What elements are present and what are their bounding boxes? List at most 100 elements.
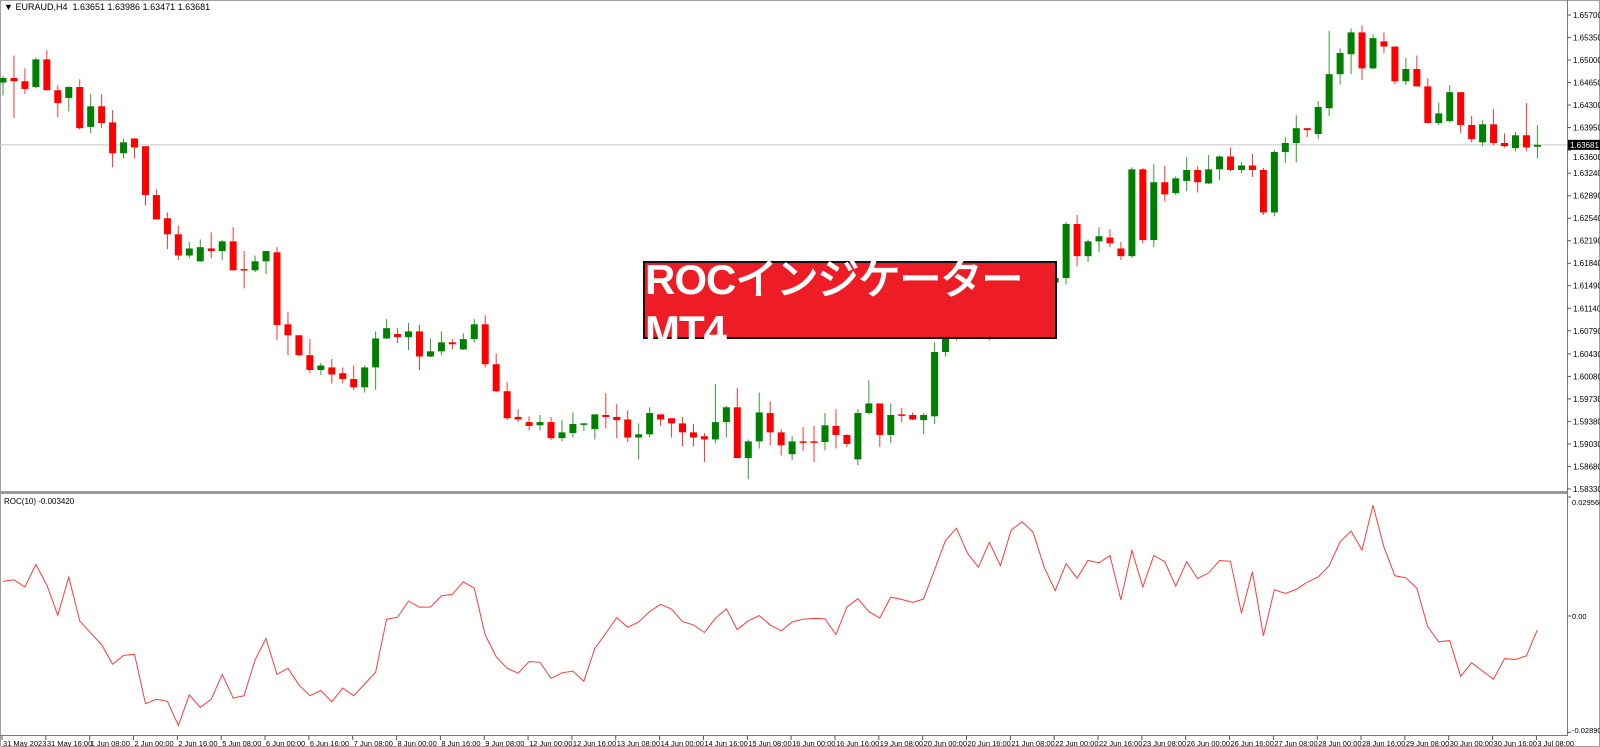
candle-body	[920, 415, 928, 421]
candle-body	[229, 241, 237, 271]
candle-body	[547, 422, 555, 439]
candle-body	[32, 59, 40, 88]
candle	[448, 339, 456, 350]
candle	[361, 365, 369, 393]
candle	[218, 240, 226, 261]
candle-body	[887, 415, 895, 435]
candle-body	[580, 423, 588, 425]
price-label: 1.63600	[1573, 153, 1600, 162]
candle	[295, 335, 303, 357]
title-banner: ROCインジケーターMT4	[643, 256, 1057, 354]
candle	[843, 434, 851, 448]
time-label: 22 Jun 00:00	[1055, 739, 1098, 747]
candle-body	[218, 241, 226, 252]
current-price-label: 1.63681	[1570, 141, 1599, 150]
candle	[10, 55, 18, 118]
candle	[185, 242, 193, 259]
candle-body	[65, 87, 73, 98]
candle-body	[821, 425, 829, 443]
candle-body	[0, 78, 7, 83]
time-label: 29 Jun 08:00	[1406, 739, 1449, 747]
candle	[196, 239, 204, 262]
candle	[1391, 46, 1399, 85]
candle-body	[1117, 248, 1125, 257]
candle-body	[777, 432, 785, 446]
candle-body	[799, 441, 807, 443]
candle	[459, 333, 467, 351]
candle-body	[689, 432, 697, 438]
candle	[1161, 166, 1169, 202]
triangle-down-icon[interactable]: ▼	[4, 2, 13, 12]
price-label: 1.64650	[1573, 79, 1600, 88]
candle	[679, 416, 687, 447]
candle	[251, 255, 259, 273]
candle-body	[1106, 237, 1114, 244]
candle-body	[591, 414, 599, 430]
candle	[240, 251, 248, 289]
candle-body	[1402, 69, 1410, 82]
candle	[0, 76, 7, 96]
chart-header: ▼ EURAUD,H4 1.63651 1.63986 1.63471 1.63…	[4, 2, 210, 12]
candle-body	[394, 333, 402, 338]
candle	[744, 439, 752, 480]
candle-body	[470, 324, 478, 340]
time-label: 28 Jun 00:00	[1318, 739, 1361, 747]
candle-body	[1292, 128, 1300, 143]
candle-body	[328, 367, 336, 375]
candle-body	[1205, 169, 1213, 184]
candle-body	[152, 195, 160, 220]
price-label: 1.59380	[1573, 417, 1600, 426]
price-label: 1.58330	[1573, 485, 1600, 494]
candle-body	[459, 339, 467, 350]
candle	[591, 414, 599, 440]
candle-body	[1172, 178, 1180, 194]
candle	[207, 232, 215, 259]
candle	[810, 425, 818, 462]
panel-separator[interactable]	[0, 491, 1567, 494]
indicator-label: ROC(10) -0.003420	[4, 497, 75, 506]
candle-body	[426, 351, 434, 357]
candle-body	[646, 413, 654, 435]
candle	[481, 315, 489, 368]
candle	[1248, 153, 1256, 178]
candle-body	[1281, 142, 1289, 152]
candle	[87, 94, 95, 134]
time-label: 5 Jun 08:00	[222, 739, 261, 747]
candle	[1073, 215, 1081, 267]
candle	[547, 416, 555, 441]
candle-body	[722, 407, 730, 423]
time-label: 16 Jun 16:00	[836, 739, 879, 747]
candle-body	[1358, 32, 1366, 69]
candle	[1270, 150, 1278, 217]
candle	[1237, 162, 1245, 174]
candle	[821, 413, 829, 451]
time-label: 14 Jun 16:00	[704, 739, 747, 747]
candle-body	[1139, 169, 1147, 241]
candle	[394, 328, 402, 343]
candle-body	[87, 106, 95, 127]
candle	[1369, 34, 1377, 70]
candle-body	[711, 422, 719, 440]
candle-body	[602, 415, 610, 417]
candle-body	[98, 106, 106, 124]
candle	[1128, 167, 1136, 259]
candle	[426, 338, 434, 358]
candle	[766, 401, 774, 446]
candle-body	[898, 414, 906, 416]
candle	[163, 212, 171, 250]
price-label: 1.61490	[1573, 282, 1600, 291]
candle-body	[1446, 92, 1454, 122]
time-label: 16 Jun 00:00	[792, 739, 835, 747]
candle	[141, 146, 149, 206]
candle	[405, 323, 413, 351]
candle	[558, 420, 566, 442]
candle	[755, 392, 763, 449]
candle	[920, 413, 928, 435]
candle	[1117, 242, 1125, 261]
candle	[273, 247, 281, 341]
candle	[722, 406, 730, 438]
candle-body	[558, 432, 566, 439]
candle-body	[1259, 169, 1267, 213]
